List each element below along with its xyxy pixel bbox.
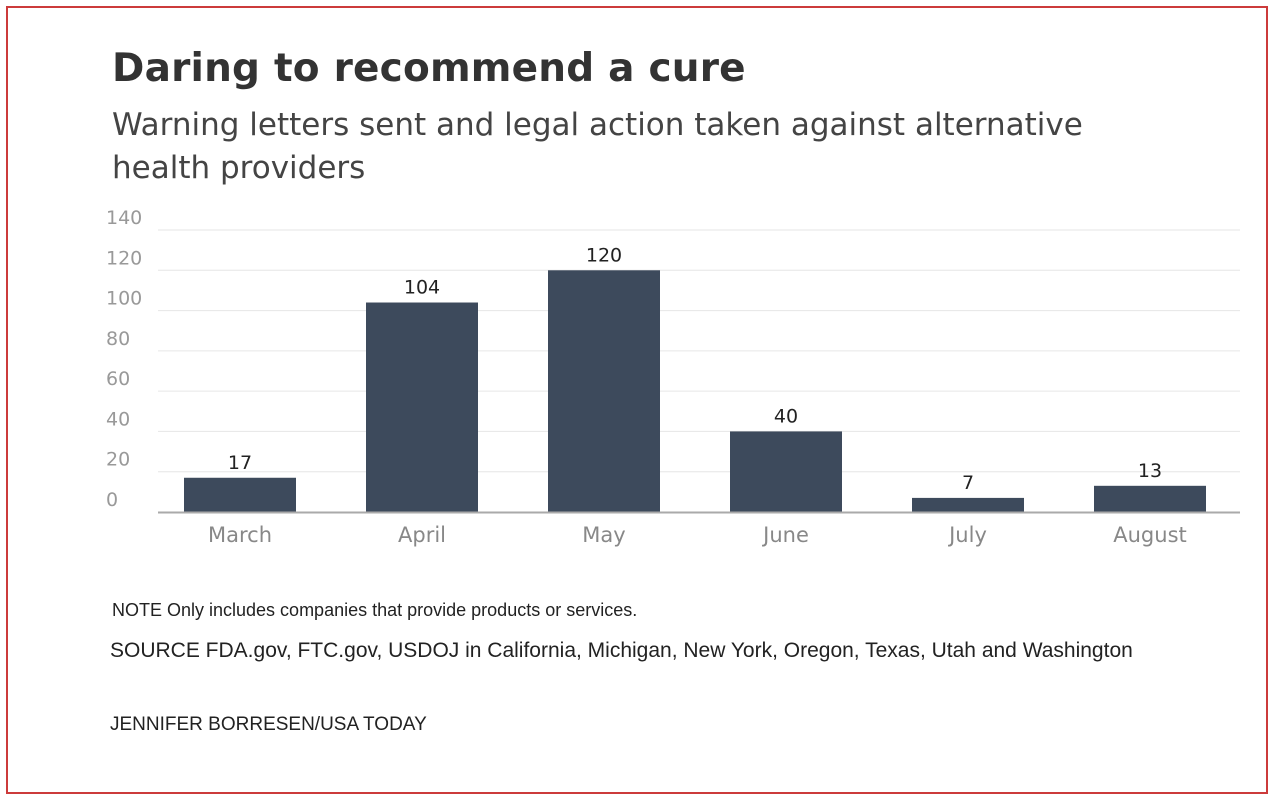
data-label: 17 xyxy=(228,452,252,474)
data-label: 120 xyxy=(586,244,622,266)
x-tick-label: August xyxy=(1113,523,1187,547)
bar-july xyxy=(912,497,1024,512)
y-tick-label: 40 xyxy=(106,408,130,430)
data-label: 40 xyxy=(774,405,798,427)
chart-credit: JENNIFER BORRESEN/USA TODAY xyxy=(110,714,427,735)
chart-subtitle: Warning letters sent and legal action ta… xyxy=(112,107,1083,186)
data-label: 104 xyxy=(404,277,440,299)
bar-june xyxy=(730,431,842,512)
x-tick-label: April xyxy=(398,523,446,547)
data-label: 7 xyxy=(962,472,974,494)
y-tick-label: 20 xyxy=(106,449,130,471)
y-tick-label: 100 xyxy=(106,288,142,310)
x-tick-label: March xyxy=(208,523,272,547)
x-tick-label: June xyxy=(761,523,809,547)
y-tick-label: 140 xyxy=(106,207,142,229)
chart-note: NOTE Only includes companies that provid… xyxy=(112,600,638,620)
bar-march xyxy=(184,477,296,512)
y-tick-label: 0 xyxy=(106,489,118,511)
y-tick-label: 80 xyxy=(106,328,130,350)
bar-august xyxy=(1094,485,1206,512)
chart-title: Daring to recommend a cure xyxy=(112,46,746,91)
data-label: 13 xyxy=(1138,460,1162,482)
y-tick-label: 60 xyxy=(106,368,130,390)
y-tick-label: 120 xyxy=(106,247,142,269)
x-tick-label: May xyxy=(582,523,625,547)
bar-april xyxy=(366,302,478,512)
chart-source: SOURCE FDA.gov, FTC.gov, USDOJ in Califo… xyxy=(110,639,1133,662)
bar-may xyxy=(548,270,660,512)
x-tick-label: July xyxy=(947,523,987,547)
chart-frame: Daring to recommend a cure Warning lette… xyxy=(6,6,1268,794)
